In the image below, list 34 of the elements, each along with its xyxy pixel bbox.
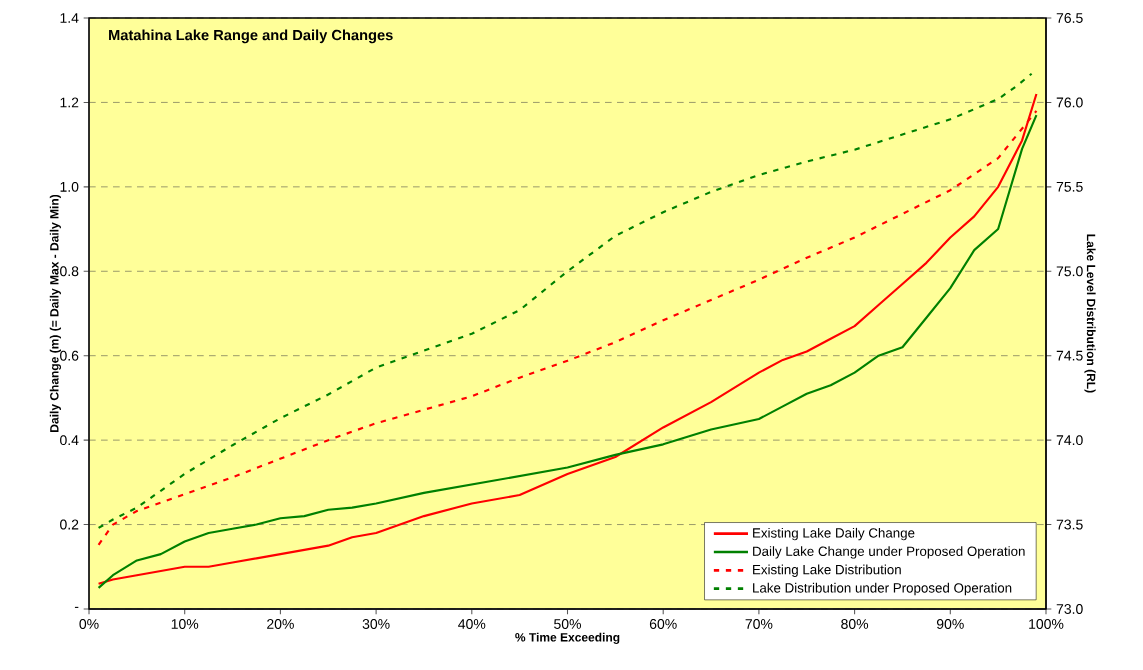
y2-tick-label: 73.0 xyxy=(1056,604,1083,614)
y-tick-label: 1.2 xyxy=(60,97,79,108)
x-tick-label: 10% xyxy=(171,619,199,629)
y2-tick-label: 75.5 xyxy=(1056,181,1083,192)
x-tick-label: 70% xyxy=(745,619,773,629)
x-axis-title: % Time Exceeding xyxy=(515,632,620,645)
y2-tick-label: 74.0 xyxy=(1056,435,1083,446)
text: Matahina Lake Range and Daily Changes xyxy=(109,29,393,44)
y-tick-label: 0.6 xyxy=(60,350,79,361)
x-tick-label: 80% xyxy=(841,619,869,629)
y-tick-label: 1.4 xyxy=(60,13,79,23)
x-tick-label: 30% xyxy=(362,619,390,629)
y-tick-label: 0.8 xyxy=(60,266,79,277)
y-tick-label: - xyxy=(74,606,79,608)
y2-tick-label: 73.5 xyxy=(1056,519,1083,530)
x-tick-label: 100% xyxy=(1029,619,1064,629)
legend-label: Existing Lake Daily Change xyxy=(753,527,915,541)
x-tick-label: 40% xyxy=(458,619,486,629)
y2-axis-title: Lake Level Distribution (RL) xyxy=(1084,234,1096,393)
y-tick-label: 0.4 xyxy=(60,435,79,446)
y2-tick-label: 76.5 xyxy=(1056,13,1083,23)
y2-tick-label: 75.0 xyxy=(1056,266,1083,277)
legend-label: Lake Distribution under Proposed Operation xyxy=(753,582,1012,596)
x-tick-label: 50% xyxy=(554,619,581,629)
x-tick-label: 20% xyxy=(267,619,294,629)
x-tick-label: 90% xyxy=(936,619,964,629)
legend-label: Daily Lake Change under Proposed Operation xyxy=(753,546,1025,559)
y2-tick-label: 74.5 xyxy=(1056,350,1083,361)
x-tick-label: 0% xyxy=(79,619,99,629)
legend-label: Existing Lake Distribution xyxy=(753,564,901,577)
y-tick-label: 0.2 xyxy=(60,519,79,530)
x-tick-label: 60% xyxy=(649,619,677,629)
y2-tick-label: 76.0 xyxy=(1056,97,1083,108)
y-tick-label: 1.0 xyxy=(60,181,79,192)
